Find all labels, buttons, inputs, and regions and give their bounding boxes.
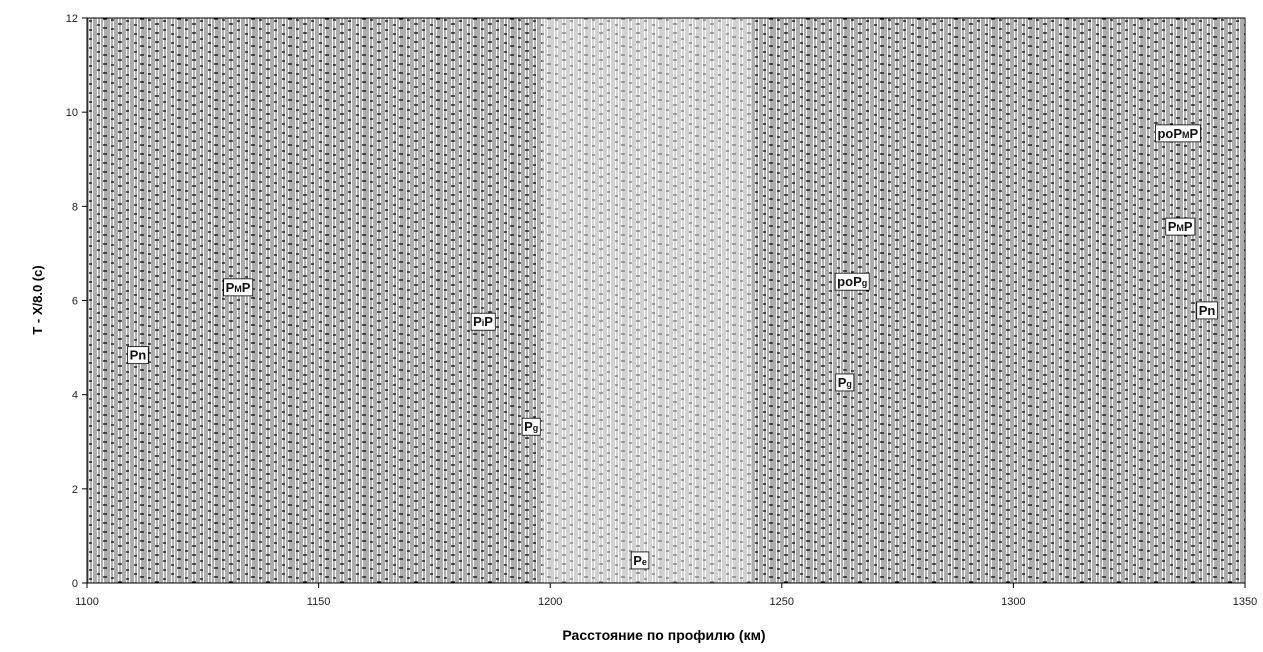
phase-label-text: Pg: [524, 419, 538, 434]
y-tick-label: 12: [66, 13, 78, 25]
phase-label-tail: P: [1184, 219, 1193, 234]
phase-label-box: [521, 417, 541, 436]
y-axis-label: T - X/8.0 (с): [30, 265, 45, 334]
phase-label-tail: P: [1190, 126, 1199, 141]
phase-label: PiP: [470, 312, 496, 331]
near-offset-zone: [542, 18, 752, 583]
phase-label-sub: g: [862, 278, 868, 288]
record-section: [87, 18, 1245, 583]
phase-label-prefix: po: [837, 274, 853, 289]
phase-label: Pg: [835, 373, 855, 392]
phase-label: poPg: [834, 272, 870, 291]
y-tick-label: 10: [66, 107, 78, 119]
phase-label-sub: M: [1176, 223, 1184, 233]
x-tick-label: 1100: [75, 596, 99, 608]
phase-label-base: P: [226, 280, 235, 295]
phase-label-base: P: [1173, 126, 1182, 141]
phase-label-base: P: [130, 348, 139, 363]
phase-label-text: Pg: [838, 375, 852, 390]
phase-label-sub: g: [846, 379, 852, 389]
phase-label-box: [1165, 217, 1196, 236]
phase-label-box: [127, 346, 149, 365]
phase-label-text: poPMP: [1157, 126, 1198, 141]
phase-label-sub: i: [482, 318, 485, 328]
phase-label-base: P: [524, 419, 533, 434]
y-tick-label: 8: [72, 201, 78, 213]
phase-label-sub: M: [1182, 130, 1190, 140]
phase-label-box: [834, 272, 870, 291]
phase-label: poPMP: [1155, 124, 1201, 143]
phase-label-prefix: po: [1157, 126, 1173, 141]
phase-label: PMP: [223, 278, 254, 297]
phase-label-base: P: [633, 553, 642, 568]
phase-label-box: [470, 312, 496, 331]
phase-label-text: poPg: [837, 274, 867, 289]
phase-label-text: PMP: [226, 280, 251, 295]
phase-label-tail: P: [484, 314, 493, 329]
phase-label-box: [223, 278, 254, 297]
phase-label-tail: n: [138, 348, 146, 363]
phase-label: Pn: [127, 346, 149, 365]
x-tick-label: 1200: [538, 596, 562, 608]
phase-label-tail: n: [1207, 303, 1215, 318]
phase-label-tail: P: [242, 280, 251, 295]
phase-label-text: PiP: [473, 314, 493, 329]
phase-label-base: P: [838, 375, 847, 390]
phase-label-text: Pe: [633, 553, 647, 568]
phase-label-box: [1196, 301, 1218, 320]
x-tick-label: 1150: [307, 596, 331, 608]
phase-label-base: P: [473, 314, 482, 329]
phase-label-base: P: [1199, 303, 1208, 318]
x-tick-label: 1250: [770, 596, 794, 608]
phase-label: PMP: [1165, 217, 1196, 236]
x-tick-label: 1350: [1233, 596, 1257, 608]
phase-label: Pg: [521, 417, 541, 436]
phase-label-text: Pn: [1199, 303, 1216, 318]
x-tick-label: 1300: [1001, 596, 1025, 608]
phase-label-text: PMP: [1168, 219, 1193, 234]
phase-label-text: Pn: [130, 348, 147, 363]
y-tick-label: 0: [72, 578, 78, 590]
phase-label: Pn: [1196, 301, 1218, 320]
phase-label-box: [1155, 124, 1201, 143]
y-tick-label: 4: [72, 390, 78, 402]
phase-label-box: [630, 551, 650, 570]
phase-label-sub: M: [234, 284, 242, 294]
phase-label-sub: e: [642, 557, 647, 567]
phase-label-base: P: [853, 274, 862, 289]
y-tick-label: 6: [72, 296, 78, 308]
phase-label-base: P: [1168, 219, 1177, 234]
phase-label: Pe: [630, 551, 650, 570]
x-axis-label: Расстояние по профилю (км): [562, 627, 765, 643]
y-tick-label: 2: [72, 484, 78, 496]
phase-label-box: [835, 373, 855, 392]
phase-label-sub: g: [533, 423, 539, 433]
